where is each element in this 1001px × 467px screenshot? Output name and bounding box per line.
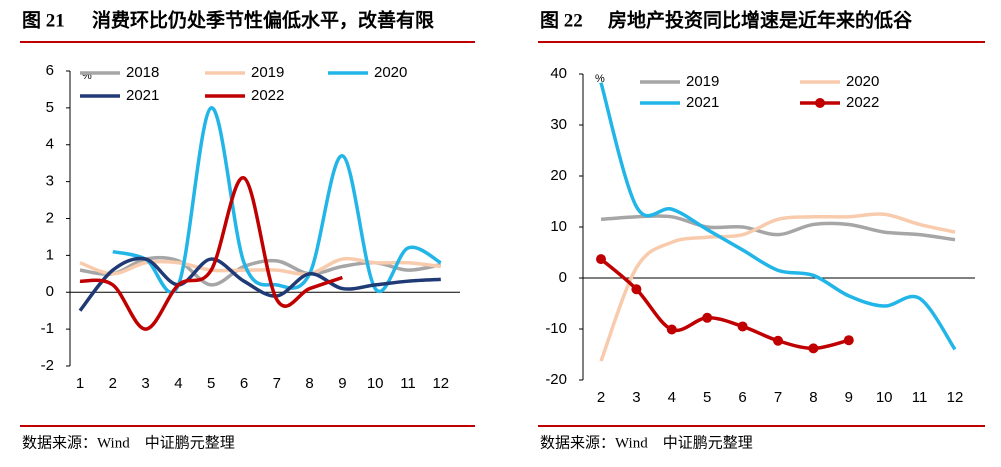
point bbox=[631, 284, 642, 295]
series-line bbox=[78, 256, 441, 312]
y-unit: % bbox=[82, 70, 92, 82]
y-unit: % bbox=[595, 73, 605, 85]
legend-label: 2019 bbox=[251, 64, 284, 81]
legend-label: 2018 bbox=[126, 64, 159, 81]
x-tick-label: 2 bbox=[109, 375, 117, 392]
x-tick-label: 1 bbox=[76, 375, 84, 392]
series-line bbox=[79, 256, 441, 276]
y-tick-label: 6 bbox=[46, 62, 54, 79]
series-line bbox=[599, 257, 850, 351]
source: 数据来源：Wind 中证鹏元整理 bbox=[540, 434, 753, 451]
x-tick-label: 9 bbox=[338, 375, 346, 392]
x-tick-label: 3 bbox=[141, 375, 149, 392]
source: 数据来源：Wind 中证鹏元整理 bbox=[22, 434, 235, 451]
chart-title: 消费环比仍处季节性偏低水平，改善有限 bbox=[92, 8, 434, 31]
x-tick-label: 8 bbox=[305, 375, 313, 392]
series-line bbox=[79, 176, 343, 331]
x-tick-label: 4 bbox=[174, 375, 182, 392]
legend-label: 2020 bbox=[374, 64, 407, 81]
point bbox=[773, 335, 783, 346]
legend-label: 2022 bbox=[846, 94, 879, 111]
y-tick-label: -1 bbox=[41, 320, 54, 337]
x-tick-label: 2 bbox=[597, 389, 605, 406]
x-tick-label: 12 bbox=[947, 389, 964, 406]
x-tick-label: 8 bbox=[809, 389, 817, 406]
series-line bbox=[600, 214, 956, 242]
series-line bbox=[599, 212, 956, 362]
x-tick-label: 5 bbox=[207, 375, 215, 392]
x-tick-label: 9 bbox=[845, 389, 853, 406]
point bbox=[702, 312, 713, 323]
series-line bbox=[599, 82, 957, 351]
y-tick-label: 2 bbox=[46, 209, 54, 226]
y-tick-label: 40 bbox=[550, 65, 567, 82]
x-tick-label: 6 bbox=[738, 389, 746, 406]
x-tick-label: 12 bbox=[432, 375, 449, 392]
y-tick-label: 5 bbox=[46, 99, 54, 116]
figure-label: 图 22 bbox=[540, 9, 583, 31]
y-tick-label: 3 bbox=[46, 173, 54, 190]
x-tick-label: 4 bbox=[668, 389, 676, 406]
y-tick-label: 1 bbox=[46, 246, 54, 263]
point bbox=[843, 335, 854, 346]
y-tick-label: 0 bbox=[46, 283, 54, 300]
legend-label: 2021 bbox=[686, 94, 719, 111]
legend-label: 2020 bbox=[846, 73, 879, 90]
y-tick-label: -20 bbox=[545, 371, 567, 388]
legend-label: 2022 bbox=[251, 87, 284, 104]
x-tick-label: 7 bbox=[774, 389, 782, 406]
point bbox=[737, 321, 748, 332]
point bbox=[666, 324, 677, 335]
y-tick-label: 10 bbox=[550, 218, 567, 235]
x-tick-label: 7 bbox=[273, 375, 281, 392]
x-tick-label: 10 bbox=[876, 389, 893, 406]
legend-label: 2021 bbox=[126, 87, 159, 104]
x-tick-label: 11 bbox=[912, 389, 928, 406]
point bbox=[808, 343, 819, 354]
x-tick-label: 5 bbox=[703, 389, 711, 406]
figure-label: 图 21 bbox=[22, 9, 65, 31]
y-tick-label: 0 bbox=[559, 269, 567, 286]
y-tick-label: 20 bbox=[550, 167, 567, 184]
x-tick-label: 6 bbox=[240, 375, 248, 392]
x-tick-label: 3 bbox=[632, 389, 640, 406]
y-tick-label: -2 bbox=[41, 357, 54, 374]
y-tick-label: 30 bbox=[550, 116, 567, 133]
x-tick-label: 10 bbox=[367, 375, 384, 392]
y-tick-label: 4 bbox=[46, 136, 54, 153]
legend-marker bbox=[815, 98, 825, 108]
legend-label: 2019 bbox=[686, 73, 719, 90]
chart-title: 房地产投资同比增速是近年来的低谷 bbox=[608, 8, 913, 31]
y-tick-label: -10 bbox=[545, 320, 567, 337]
x-tick-label: 11 bbox=[400, 375, 416, 392]
point bbox=[596, 254, 606, 265]
